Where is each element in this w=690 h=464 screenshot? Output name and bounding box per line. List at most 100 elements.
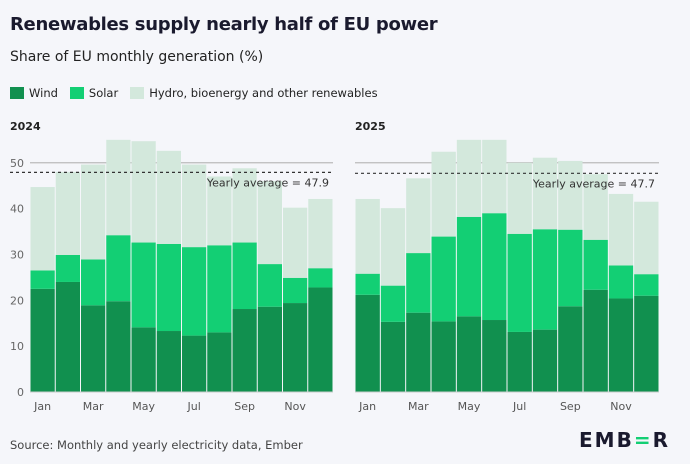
bar-hydro-2025-Oct [583, 174, 608, 240]
bar-solar-2024-Feb [55, 254, 80, 282]
bar-wind-2025-Aug [532, 329, 558, 392]
bar-wind-2024-Oct [257, 306, 282, 392]
bar-wind-2025-Mar [406, 312, 431, 392]
y-tick-label: 30 [10, 248, 24, 261]
bar-hydro-2025-Dec [634, 201, 659, 275]
bar-wind-2024-May [131, 327, 156, 392]
bar-hydro-2024-Apr [106, 139, 131, 236]
bar-solar-2024-Oct [257, 264, 282, 307]
legend-item-hydro: Hydro, bioenergy and other renewables [130, 86, 378, 100]
legend-swatch-wind [10, 87, 24, 99]
x-tick-label: Sep [560, 400, 581, 413]
y-tick-label: 40 [10, 203, 24, 216]
bar-hydro-2025-Jan [355, 198, 380, 274]
y-tick-label: 0 [17, 386, 24, 399]
source-note: Source: Monthly and yearly electricity d… [10, 438, 303, 452]
bar-hydro-2025-Jun [482, 139, 507, 214]
yearly-average-label: Yearly average = 47.7 [532, 177, 655, 190]
bar-solar-2024-Apr [106, 235, 131, 302]
bar-solar-2025-Aug [532, 229, 558, 330]
x-tick-label: Nov [284, 400, 306, 413]
bar-solar-2024-Aug [207, 245, 232, 333]
bar-wind-2025-Sep [558, 306, 583, 392]
bar-wind-2025-Jan [355, 294, 380, 392]
bar-hydro-2025-Jul [507, 162, 532, 234]
yearly-average-label: Yearly average = 47.9 [206, 176, 329, 189]
bar-hydro-2024-Dec [308, 198, 333, 269]
bar-wind-2024-Jan [30, 288, 55, 392]
bar-wind-2025-Nov [608, 298, 634, 392]
bar-wind-2025-Apr [431, 321, 456, 392]
bar-solar-2025-Jun [482, 213, 507, 321]
bar-hydro-2024-Mar [81, 164, 106, 260]
bar-hydro-2024-Jan [30, 187, 55, 271]
panel-title-2025: 2025 [355, 120, 386, 133]
bar-wind-2025-Oct [583, 289, 608, 392]
bar-solar-2024-Mar [81, 259, 106, 306]
bar-solar-2025-May [456, 216, 482, 317]
bar-wind-2025-May [456, 316, 482, 392]
chart-subtitle: Share of EU monthly generation (%) [10, 49, 264, 65]
y-tick-label: 20 [10, 294, 24, 307]
bar-wind-2024-Jun [156, 331, 181, 392]
bar-solar-2025-Oct [583, 239, 608, 290]
x-tick-label: May [458, 400, 481, 413]
bar-solar-2025-Jul [507, 233, 532, 332]
bar-hydro-2024-Jul [182, 164, 207, 248]
bar-wind-2025-Jul [507, 331, 532, 392]
bar-hydro-2024-Aug [207, 176, 232, 246]
bar-wind-2025-Jun [482, 320, 507, 392]
bar-wind-2024-Aug [207, 332, 232, 392]
legend-label-solar: Solar [88, 86, 119, 100]
bar-wind-2024-Sep [232, 309, 257, 392]
x-tick-label: Jul [186, 400, 200, 413]
bar-solar-2025-Sep [558, 229, 583, 307]
bar-wind-2024-Mar [81, 305, 106, 392]
bar-solar-2025-Feb [380, 285, 406, 322]
x-tick-label: Mar [83, 400, 104, 413]
bar-hydro-2024-May [131, 141, 156, 243]
panel-title-2024: 2024 [10, 120, 41, 133]
legend-item-solar: Solar [69, 86, 119, 100]
x-tick-label: Jan [358, 400, 376, 413]
legend-label-wind: Wind [29, 86, 58, 100]
bar-solar-2024-Sep [232, 242, 257, 310]
bar-hydro-2025-Aug [532, 157, 558, 230]
bar-hydro-2024-Sep [232, 168, 257, 243]
ember-logo: EMB=R [579, 428, 670, 452]
legend-swatch-solar [69, 87, 84, 99]
x-tick-label: Sep [234, 400, 255, 413]
bar-solar-2024-Jan [30, 270, 55, 289]
legend: Wind Solar Hydro, bioenergy and other re… [10, 86, 378, 100]
bar-solar-2024-Jul [182, 247, 207, 336]
x-tick-label: Jul [512, 400, 526, 413]
bar-solar-2025-Dec [634, 274, 659, 296]
bar-wind-2024-Jul [182, 335, 207, 392]
bar-wind-2024-Dec [308, 287, 333, 392]
bar-wind-2024-Nov [283, 303, 308, 392]
x-tick-label: Nov [610, 400, 632, 413]
x-tick-label: May [132, 400, 155, 413]
bar-solar-2024-Dec [308, 268, 333, 288]
bar-solar-2024-Nov [283, 277, 308, 304]
x-tick-label: Mar [408, 400, 429, 413]
bar-wind-2024-Feb [55, 281, 80, 392]
bar-wind-2025-Dec [634, 295, 659, 392]
bar-hydro-2025-Apr [431, 151, 456, 237]
bar-solar-2025-Jan [355, 273, 380, 295]
bar-solar-2025-Nov [608, 265, 634, 299]
chart-title: Renewables supply nearly half of EU powe… [10, 14, 438, 35]
bar-solar-2025-Mar [406, 253, 431, 313]
bar-hydro-2025-Nov [608, 193, 634, 266]
bar-wind-2025-Feb [380, 321, 406, 392]
bar-hydro-2024-Jun [156, 150, 181, 244]
bar-hydro-2025-Mar [406, 178, 431, 254]
bar-solar-2025-Apr [431, 236, 456, 322]
legend-swatch-hydro [130, 87, 145, 99]
bar-hydro-2024-Nov [283, 207, 308, 278]
bar-hydro-2025-Sep [558, 160, 583, 230]
legend-item-wind: Wind [10, 86, 58, 100]
bar-hydro-2024-Feb [55, 171, 80, 255]
